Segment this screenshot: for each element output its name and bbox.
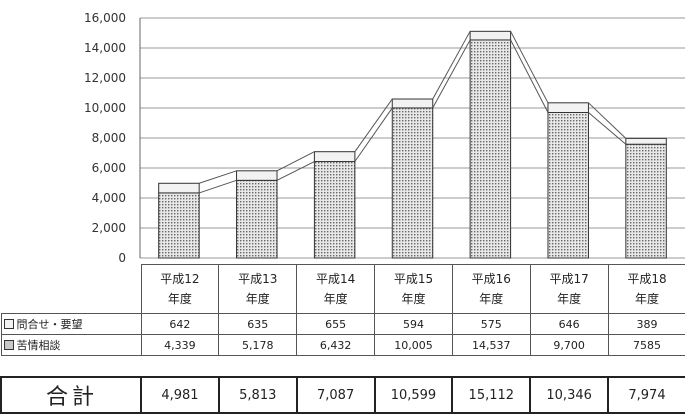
series-line-inquiry: [276, 151, 315, 172]
series-line-inquiry: [432, 31, 471, 100]
table-cell: 642: [140, 313, 220, 335]
table-cell: 7585: [607, 334, 685, 356]
bar-complaint: [547, 112, 589, 259]
series-line-complaint: [354, 107, 393, 162]
table-cell: 655: [296, 313, 376, 335]
table-cell: 4,339: [140, 334, 220, 356]
total-cell: 4,981: [140, 376, 220, 414]
total-row: 合計 4,981 5,813 7,087 10,599 15,112 10,346 7,97…: [0, 376, 685, 414]
table-corner: [1, 264, 142, 314]
bar-inquiry: [313, 151, 356, 163]
total-cell: 15,112: [451, 376, 532, 414]
x-tick-label: 平成17 年度: [529, 264, 609, 314]
total-cell: 7,087: [295, 376, 376, 414]
y-tick-label: 16,000: [84, 11, 126, 25]
table-cell: 9,700: [529, 334, 609, 356]
category-row: 平成12 年度 平成13 年度 平成14 年度 平成15 年度 平成16 年度 平成17 年度 平成18…: [1, 264, 685, 314]
bar-complaint: [313, 161, 356, 259]
series-line-complaint: [276, 161, 315, 181]
y-tick-label: 10,000: [84, 101, 126, 115]
table-cell: 10,005: [374, 334, 453, 356]
x-tick-label: 平成15 年度: [374, 264, 453, 314]
table-row: 苦情相談 4,339 5,178 6,432 10,005 14,537 9,700 758…: [0, 334, 685, 356]
series-line-complaint: [588, 112, 627, 145]
y-tick-label: 4,000: [92, 191, 126, 205]
table-cell: 646: [529, 313, 609, 335]
y-tick-label: 2,000: [92, 221, 126, 235]
row-label-inquiry: 問合せ・要望: [0, 313, 142, 335]
table-cell: 14,537: [451, 334, 531, 356]
y-tick-label: 8,000: [92, 131, 126, 145]
table-cell: 389: [607, 313, 685, 335]
series-line-complaint: [432, 39, 471, 109]
total-cell: 10,599: [373, 376, 454, 414]
y-tick-label: 0: [118, 251, 126, 265]
bar-complaint: [391, 107, 434, 259]
table-cell: 575: [451, 313, 531, 335]
bar-inquiry: [547, 102, 589, 113]
y-tick-label: 14,000: [84, 41, 126, 55]
table-cell: 635: [218, 313, 298, 335]
bar-inquiry: [391, 98, 434, 109]
table-cell: 5,178: [218, 334, 298, 356]
bar-inquiry: [625, 137, 667, 145]
row-label-complaint: 苦情相談: [0, 334, 142, 356]
bar-inquiry: [158, 182, 200, 194]
bar-complaint: [236, 179, 278, 259]
series-line-inquiry: [354, 98, 393, 152]
y-tick-label: 12,000: [84, 71, 126, 85]
table-row: 問合せ・要望 642 635 655 594 575 646 389: [0, 313, 685, 335]
x-tick-label: 平成12 年度: [140, 264, 220, 314]
table-cell: 594: [374, 313, 453, 335]
bar-inquiry: [236, 170, 278, 181]
series-line-complaint: [199, 179, 237, 194]
bar-complaint: [625, 143, 667, 259]
total-cell: 5,813: [217, 376, 298, 414]
legend-swatch-complaint: [3, 340, 14, 350]
total-label: 合計: [0, 376, 142, 414]
bar-inquiry: [469, 30, 512, 41]
series-line-inquiry: [588, 102, 627, 139]
bar-complaint: [469, 39, 512, 259]
x-tick-label: 平成16 年度: [451, 264, 531, 314]
legend-swatch-inquiry: [3, 319, 14, 329]
bar-complaint: [158, 192, 200, 259]
series-line-inquiry: [510, 31, 549, 104]
table-cell: 6,432: [296, 334, 376, 356]
chart-plot: 0 2,000 4,000 6,000 8,000 10,000 12,000 14,000 1…: [84, 11, 685, 265]
total-cell: 10,346: [529, 376, 610, 414]
total-cell: 7,974: [607, 376, 685, 414]
data-table: 平成12 年度 平成13 年度 平成14 年度 平成15 年度 平成16 年度 平成17 年度 平成18…: [0, 264, 685, 414]
y-tick-label: 6,000: [92, 161, 126, 175]
x-tick-label: 平成13 年度: [218, 264, 298, 314]
series-line-complaint: [510, 39, 549, 113]
series-line-inquiry: [199, 170, 237, 184]
x-tick-label: 平成14 年度: [296, 264, 376, 314]
x-tick-label: 平成18 年度: [607, 264, 685, 314]
